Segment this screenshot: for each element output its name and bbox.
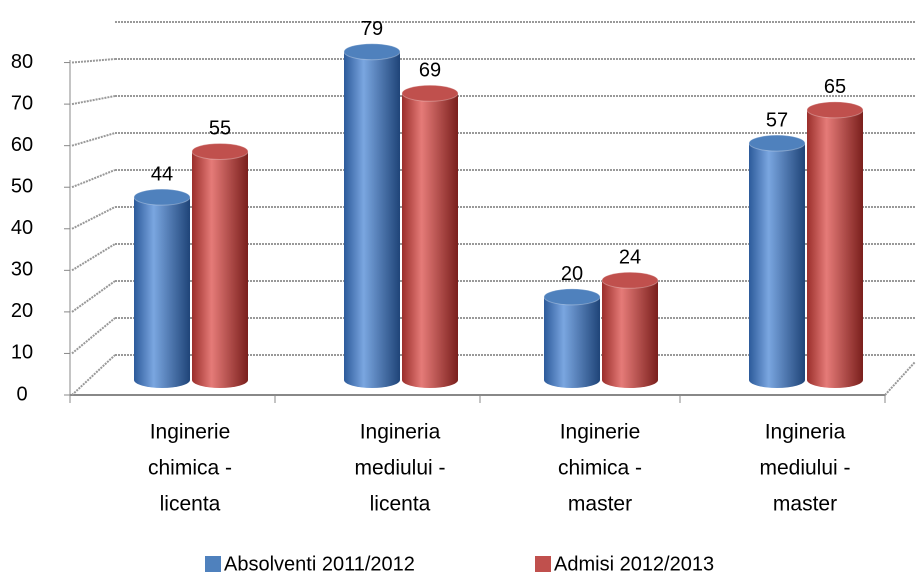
bar-part	[401, 84, 459, 102]
data-label: 20	[561, 263, 583, 285]
bar-part	[806, 101, 864, 119]
bar-part	[807, 109, 863, 380]
y-tick-label: 80	[11, 51, 33, 73]
bar-part	[344, 51, 400, 380]
bar-part	[602, 280, 658, 380]
x-tick-label: Ingineria	[765, 421, 846, 444]
bar	[806, 101, 864, 388]
bar-part	[402, 93, 458, 381]
data-label: 57	[766, 109, 788, 131]
grid-diagonal	[71, 132, 116, 147]
bar	[401, 84, 459, 388]
grid-diagonal	[71, 95, 116, 106]
x-tick-label: Ingineria	[360, 421, 441, 444]
grid-diagonal	[71, 354, 116, 396]
bar	[343, 43, 401, 388]
data-label: 65	[824, 76, 846, 98]
legend-label: Admisi 2012/2013	[554, 553, 714, 575]
bar	[543, 288, 601, 388]
bar-part	[544, 296, 600, 380]
legend-swatch	[205, 556, 221, 572]
x-tick-label: Inginerie	[560, 421, 641, 444]
data-label: 24	[619, 247, 641, 269]
x-tick-label: licenta	[370, 493, 431, 516]
bar-part	[134, 197, 190, 380]
x-tick-label: mediului -	[759, 457, 850, 480]
grid-diagonal	[71, 317, 116, 355]
x-tick-label: Inginerie	[150, 421, 231, 444]
data-label: 55	[209, 118, 231, 140]
bar-part	[601, 271, 659, 289]
bar-part	[343, 43, 401, 61]
y-tick-label: 0	[16, 383, 27, 405]
y-tick-label: 40	[11, 217, 33, 239]
x-tick-label: master	[773, 493, 837, 516]
bar-part	[749, 143, 805, 380]
bar-part	[192, 151, 248, 380]
grid-diagonal	[71, 206, 116, 230]
y-tick-label: 70	[11, 92, 33, 114]
bar	[133, 188, 191, 388]
bar-part	[543, 288, 601, 306]
legend-label: Absolventi 2011/2012	[224, 553, 415, 575]
x-tick-label: mediului -	[354, 457, 445, 480]
legend-swatch	[535, 556, 551, 572]
data-label: 69	[419, 60, 441, 82]
x-tick-label: master	[568, 493, 632, 516]
y-tick-label: 30	[11, 259, 33, 281]
axes-frame	[69, 21, 916, 403]
x-tick-label: licenta	[160, 493, 221, 516]
y-tick-label: 50	[11, 176, 33, 198]
bar	[748, 134, 806, 388]
x-tick-label: chimica -	[148, 457, 232, 480]
grid-diagonal	[71, 58, 116, 64]
y-tick-label: 60	[11, 134, 33, 156]
grid-diagonal	[71, 243, 116, 272]
y-tick-label: 20	[11, 300, 33, 322]
data-label: 44	[151, 163, 173, 185]
grid-diagonal	[71, 169, 116, 189]
bar	[601, 271, 659, 388]
x-tick-label: chimica -	[558, 457, 642, 480]
bar-part	[133, 188, 191, 206]
grid-diagonal	[71, 280, 116, 313]
y-tick-label: 10	[11, 342, 33, 364]
data-label: 79	[361, 18, 383, 40]
bar-part	[191, 142, 249, 160]
bar	[191, 142, 249, 388]
bar-part	[748, 134, 806, 152]
